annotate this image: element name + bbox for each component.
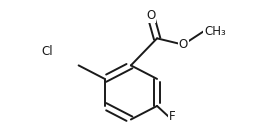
Text: CH₃: CH₃	[204, 25, 226, 38]
Text: Cl: Cl	[41, 45, 53, 58]
Text: F: F	[169, 110, 176, 123]
Text: O: O	[146, 9, 155, 22]
Text: O: O	[179, 38, 188, 51]
